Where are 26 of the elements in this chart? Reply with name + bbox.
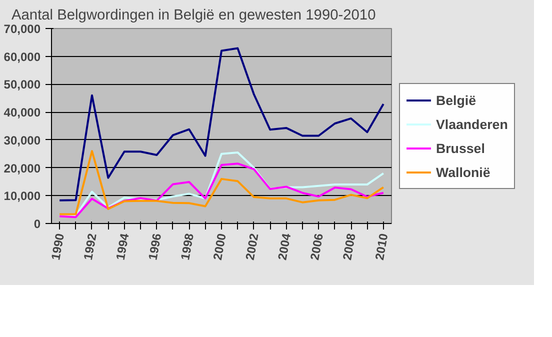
x-tick-label: 2000 [210,232,229,262]
x-tick-label: 1990 [48,232,68,262]
line-series [58,47,384,202]
y-tick-label: 10,000 [4,189,41,204]
chart-title: Aantal Belgwordingen in België en gewesten 1990-2010 [12,8,376,24]
legend-label: België [436,92,476,108]
legend-label: Brussel [436,140,485,156]
y-tick-label: 30,000 [4,133,41,148]
legend-label: Wallonië [436,164,490,180]
line-series [58,162,384,218]
x-tick-label: 2004 [275,232,294,262]
y-tick-label: 70,000 [4,22,41,36]
x-tick-label: 2008 [340,232,358,262]
x-tick-label: 1996 [146,232,164,262]
x-tick-label: 1998 [178,232,197,262]
y-tick-label: 40,000 [4,106,41,120]
y-tick-label: 60,000 [4,50,41,64]
x-tick-label: 1994 [113,232,132,262]
x-tick-label: 2006 [308,232,326,262]
y-tick-label: 50,000 [4,78,41,92]
x-tick-label: 2002 [242,232,262,262]
x-tick-label: 1992 [80,232,100,262]
legend-label: Vlaanderen [436,116,508,132]
y-tick-label: 20,000 [4,161,41,176]
y-tick-label: 0 [34,217,41,231]
x-tick-label: 2010 [372,232,391,262]
